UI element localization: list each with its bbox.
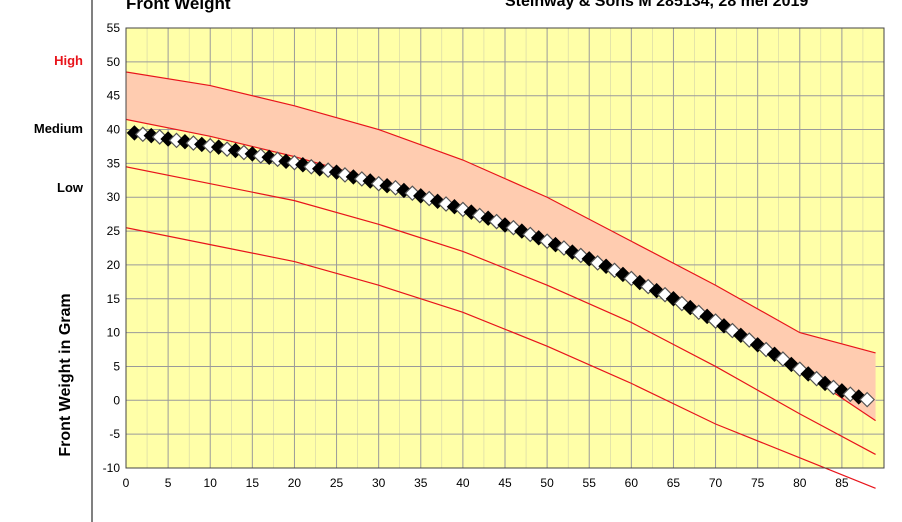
data-point	[480, 210, 496, 226]
data-point	[446, 199, 463, 215]
data-point	[749, 337, 766, 353]
data-point	[227, 142, 244, 159]
level-label-medium: Medium	[33, 121, 83, 136]
data-point	[690, 304, 707, 321]
reference-curve-upper	[125, 71, 876, 354]
reference-curve-low	[125, 166, 876, 455]
x-tick-label: 70	[709, 476, 723, 490]
chart-title: Front Weight	[126, 0, 231, 13]
x-tick-label: 30	[372, 476, 386, 490]
x-tick-label: 25	[330, 476, 344, 490]
data-point	[716, 318, 732, 334]
data-point	[640, 278, 657, 295]
data-point	[623, 270, 640, 287]
x-tick-label: 35	[414, 476, 428, 490]
x-tick-label: 50	[540, 476, 554, 490]
data-point	[497, 217, 513, 233]
x-tick-label: 45	[498, 476, 512, 490]
y-tick-label: 40	[107, 123, 121, 137]
y-tick-label: 35	[107, 156, 121, 170]
y-tick-label: 25	[107, 224, 121, 238]
y-tick-label: 15	[107, 292, 121, 306]
y-tick-label: 55	[107, 21, 121, 35]
level-label-low: Low	[57, 180, 83, 195]
y-tick-label: 50	[107, 55, 121, 69]
data-point	[421, 190, 438, 207]
data-point	[151, 129, 168, 145]
data-point	[674, 295, 690, 312]
chart-subtitle: Steinway & Sons M 285134, 28 mei 2019	[505, 0, 809, 10]
x-tick-label: 75	[751, 476, 765, 490]
data-point	[859, 391, 876, 408]
data-point	[791, 361, 808, 378]
data-point	[379, 178, 395, 194]
y-tick-label: 45	[107, 89, 121, 103]
data-point	[387, 179, 404, 196]
y-tick-label: 0	[113, 393, 120, 407]
data-point	[396, 182, 412, 199]
data-point	[657, 286, 673, 303]
data-point	[539, 233, 555, 250]
y-tick-label: -5	[109, 427, 120, 441]
data-point	[707, 313, 724, 329]
target-band	[126, 72, 876, 421]
y-tick-label: 5	[113, 359, 120, 373]
x-tick-label: 85	[835, 476, 849, 490]
data-point	[564, 244, 581, 260]
y-tick-label: -10	[103, 461, 121, 475]
x-tick-label: 5	[165, 476, 172, 490]
y-axis-label: Front Weight in Gram	[57, 293, 74, 457]
x-tick-label: 60	[625, 476, 639, 490]
data-point	[800, 366, 816, 382]
data-point	[488, 213, 505, 230]
data-point	[724, 322, 741, 339]
x-tick-label: 65	[667, 476, 681, 490]
data-point	[556, 240, 572, 256]
data-point	[741, 332, 758, 348]
reference-curve-lowest	[125, 227, 876, 489]
y-tick-label: 20	[107, 258, 121, 272]
data-point	[370, 175, 387, 192]
x-tick-label: 80	[793, 476, 807, 490]
level-label-high: High	[54, 53, 83, 68]
data-point	[834, 383, 850, 399]
plot-border	[125, 27, 885, 469]
y-tick-label: 10	[107, 326, 121, 340]
data-point	[522, 226, 539, 243]
data-point	[404, 185, 421, 202]
x-tick-label: 40	[456, 476, 470, 490]
x-tick-label: 0	[123, 476, 130, 490]
y-tick-label: 30	[107, 190, 121, 204]
data-point	[598, 258, 614, 274]
x-tick-label: 15	[246, 476, 260, 490]
data-point	[413, 188, 429, 204]
data-point	[825, 379, 842, 396]
data-point	[328, 164, 345, 180]
data-point	[632, 274, 648, 291]
x-tick-label: 10	[204, 476, 218, 490]
data-point	[783, 356, 800, 373]
x-tick-label: 55	[583, 476, 597, 490]
x-tick-label: 20	[288, 476, 302, 490]
